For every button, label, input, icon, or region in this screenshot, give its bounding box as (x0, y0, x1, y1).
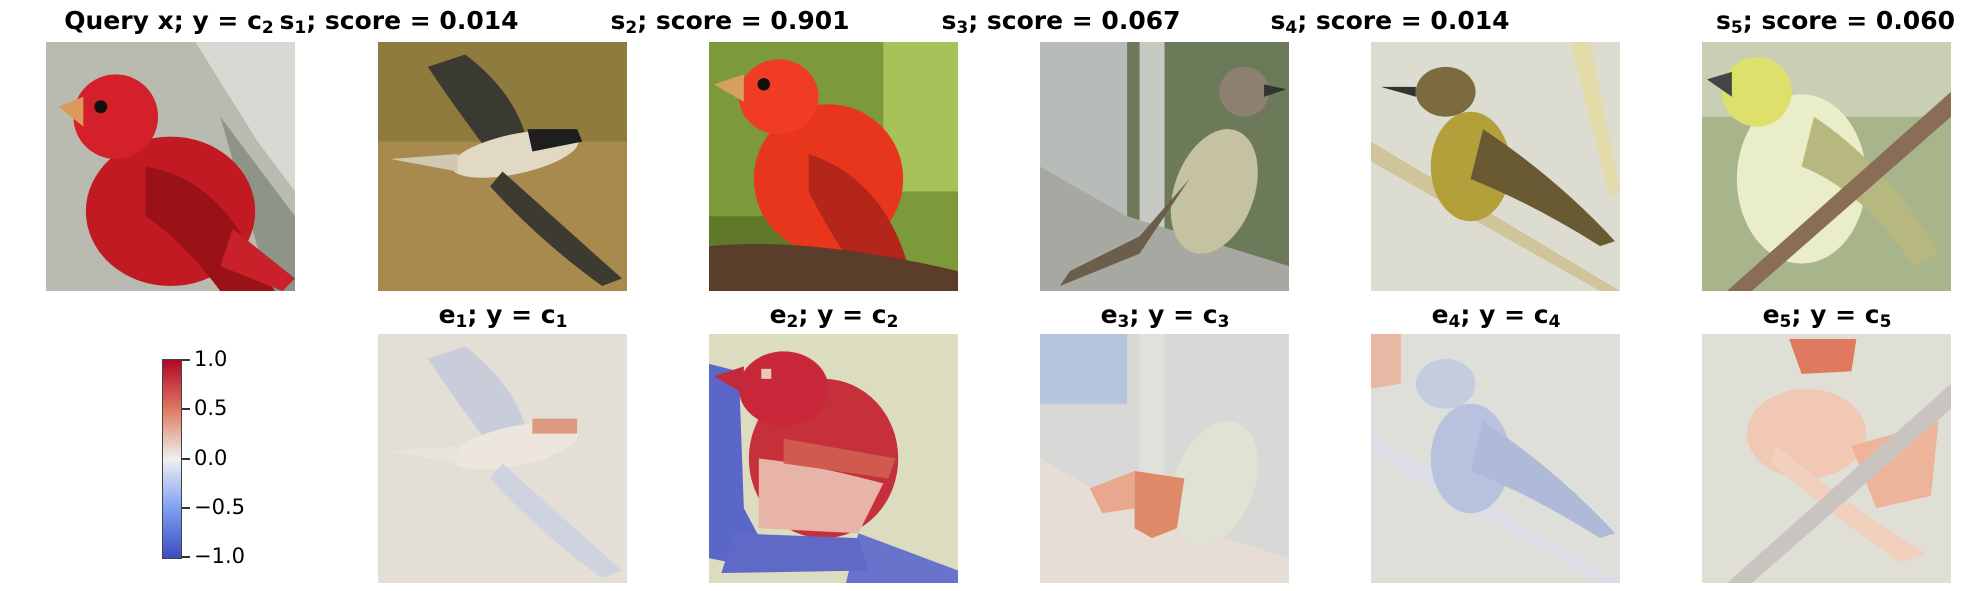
colorbar-tick-label: 0.5 (194, 396, 228, 420)
e1-heatmap (378, 334, 627, 583)
e1-title: e1; y = c1 (438, 300, 568, 332)
colorbar-tick (182, 507, 190, 509)
colorbar-tick (182, 458, 190, 460)
s4-image (1371, 42, 1620, 291)
colorbar-tick (182, 359, 190, 361)
e5-title: e5; y = c5 (1762, 300, 1892, 332)
e2-title: e2; y = c2 (769, 300, 899, 332)
e3-heatmap (1040, 334, 1289, 583)
e5-heatmap (1702, 334, 1951, 583)
colorbar-tick-label: −1.0 (194, 544, 245, 568)
e2-heatmap (709, 334, 958, 583)
s2-title: s2; score = 0.901 (610, 6, 850, 38)
s5-image (1702, 42, 1951, 291)
query-image (46, 42, 295, 291)
s1-image (378, 42, 627, 291)
colorbar-tick (182, 408, 190, 410)
colorbar-tick-label: −0.5 (194, 495, 245, 519)
s3-title: s3; score = 0.067 (941, 6, 1181, 38)
colorbar-tick (182, 556, 190, 558)
e3-title: e3; y = c3 (1100, 300, 1230, 332)
s5-title: s5; score = 0.060 (1715, 6, 1955, 38)
query-title: Query x; y = c2 (64, 6, 274, 38)
colorbar (162, 359, 182, 559)
colorbar-tick-label: 0.0 (194, 446, 228, 470)
s2-image (709, 42, 958, 291)
e4-heatmap (1371, 334, 1620, 583)
e4-title: e4; y = c4 (1431, 300, 1561, 332)
s3-image (1040, 42, 1289, 291)
colorbar-tick-label: 1.0 (194, 347, 228, 371)
s1-title: s1; score = 0.014 (279, 6, 519, 38)
s4-title: s4; score = 0.014 (1270, 6, 1510, 38)
